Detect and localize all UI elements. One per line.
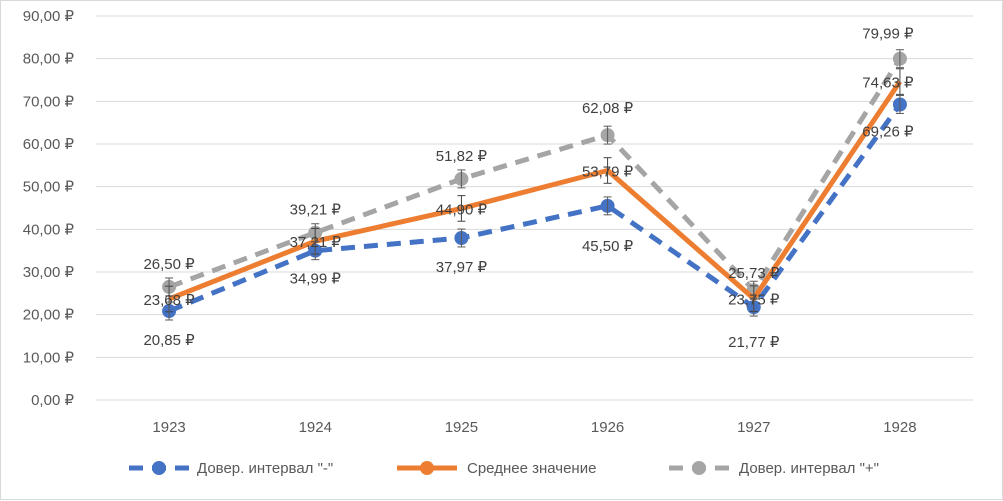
x-tick-label: 1923 <box>152 419 185 436</box>
data-label: 37,21 ₽ <box>290 234 342 251</box>
x-tick-label: 1927 <box>737 419 770 436</box>
x-tick-label: 1924 <box>299 419 332 436</box>
data-label: 34,99 ₽ <box>290 271 342 288</box>
legend-label: Довер. интервал "-" <box>197 460 333 477</box>
data-label: 53,79 ₽ <box>582 163 634 180</box>
data-label: 23,68 ₽ <box>143 292 195 309</box>
y-tick-label: 80,00 ₽ <box>23 51 75 68</box>
y-tick-label: 60,00 ₽ <box>23 136 75 153</box>
data-label: 62,08 ₽ <box>582 100 634 117</box>
data-label: 23,75 ₽ <box>728 292 780 309</box>
data-label: 44,90 ₽ <box>436 201 488 218</box>
x-tick-label: 1926 <box>591 419 624 436</box>
y-tick-label: 90,00 ₽ <box>23 8 75 25</box>
series-line <box>168 103 902 314</box>
series-line <box>168 80 902 302</box>
legend-marker <box>692 461 706 475</box>
data-label: 26,50 ₽ <box>143 256 195 273</box>
data-label: 21,77 ₽ <box>728 334 780 351</box>
y-tick-label: 30,00 ₽ <box>23 264 75 281</box>
x-tick-label: 1928 <box>883 419 916 436</box>
data-label: 20,85 ₽ <box>143 332 195 349</box>
data-label: 25,73 ₽ <box>728 265 780 282</box>
y-tick-label: 0,00 ₽ <box>31 392 74 409</box>
y-tick-label: 10,00 ₽ <box>23 349 75 366</box>
data-label: 51,82 ₽ <box>436 148 488 165</box>
y-tick-label: 50,00 ₽ <box>23 179 75 196</box>
legend-marker <box>420 461 434 475</box>
data-label: 74,63 ₽ <box>862 75 914 92</box>
data-label: 69,26 ₽ <box>862 123 914 140</box>
y-tick-label: 20,00 ₽ <box>23 307 75 324</box>
data-label: 79,99 ₽ <box>862 26 914 43</box>
x-tick-label: 1925 <box>445 419 478 436</box>
y-tick-label: 40,00 ₽ <box>23 221 75 238</box>
data-label: 45,50 ₽ <box>582 238 634 255</box>
y-tick-label: 70,00 ₽ <box>23 93 75 110</box>
data-label: 39,21 ₽ <box>290 202 342 219</box>
data-label: 37,97 ₽ <box>436 259 488 276</box>
legend-marker <box>152 461 166 475</box>
legend-label: Среднее значение <box>467 460 596 477</box>
legend-label: Довер. интервал "+" <box>739 460 879 477</box>
series-line <box>168 57 903 293</box>
